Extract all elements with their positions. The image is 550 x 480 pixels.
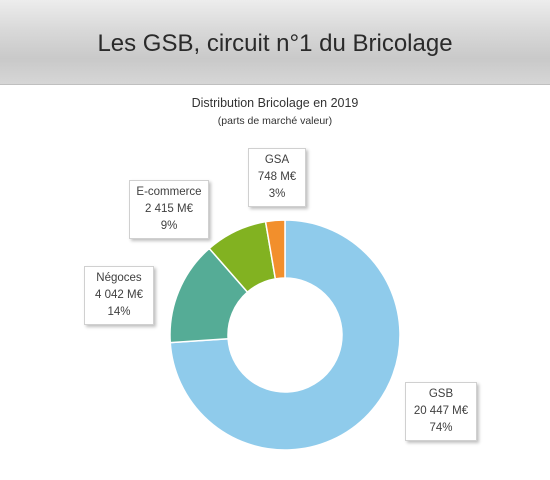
- slide-header: Les GSB, circuit n°1 du Bricolage: [0, 0, 550, 85]
- callout-gsb-name: GSB: [428, 388, 454, 400]
- chart-subtitle: (parts de marché valeur): [217, 115, 333, 127]
- callout-gsa: GSA 748 M€ 3%: [248, 148, 306, 207]
- callout-negoces-percent: 14%: [107, 306, 131, 318]
- callout-negoces-name: Négoces: [96, 272, 142, 284]
- slice-gsa: [264, 219, 286, 280]
- callout-gsa-name: GSA: [264, 154, 290, 166]
- callout-ecommerce-name: E-commerce: [136, 186, 202, 198]
- callout-gsb-value: 20 447 M€: [413, 405, 469, 417]
- callout-ecommerce-value: 2 415 M€: [145, 203, 193, 215]
- slice-gsb: [169, 219, 401, 451]
- callout-gsb: GSB 20 447 M€ 74%: [405, 382, 477, 441]
- chart-title: Distribution Bricolage en 2019: [191, 96, 359, 110]
- slide-title: Les GSB, circuit n°1 du Bricolage: [97, 30, 453, 57]
- callout-ecommerce: E-commerce 2 415 M€ 9%: [129, 180, 209, 239]
- callout-gsa-value: 748 M€: [257, 171, 297, 183]
- callout-gsa-percent: 3%: [268, 188, 286, 200]
- callout-ecommerce-percent: 9%: [160, 220, 178, 232]
- callout-negoces-value: 4 042 M€: [95, 289, 143, 301]
- callout-gsb-percent: 74%: [429, 422, 453, 434]
- callout-negoces: Négoces 4 042 M€ 14%: [84, 266, 154, 325]
